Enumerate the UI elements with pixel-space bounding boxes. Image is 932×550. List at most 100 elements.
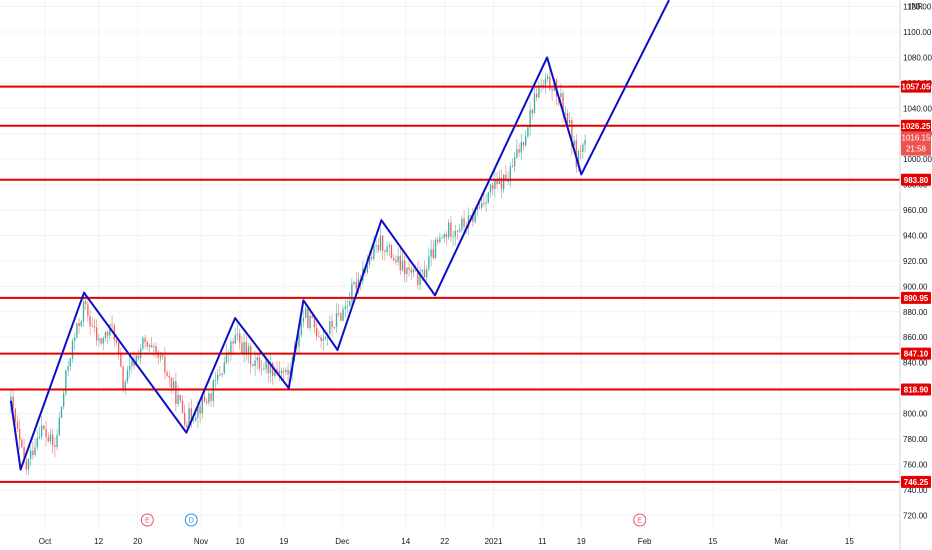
candle-body: [263, 368, 265, 370]
candle-body: [298, 335, 300, 347]
candle-body: [157, 352, 159, 358]
candle-body: [247, 346, 250, 355]
candle-body: [45, 429, 47, 438]
candle-body: [197, 406, 199, 418]
candle-body: [16, 421, 19, 429]
candle-body: [111, 324, 113, 326]
candle-body: [89, 315, 91, 326]
candle-body: [549, 76, 551, 89]
candle-body: [445, 234, 448, 238]
candle-body: [447, 222, 450, 238]
currency-label: INR: [909, 2, 923, 11]
candle-body: [18, 428, 21, 440]
candle-body: [573, 140, 575, 147]
candle-body: [274, 369, 276, 376]
candle-body: [126, 370, 129, 382]
horizontal-levels[interactable]: [0, 85, 900, 483]
candle-body: [102, 337, 104, 344]
candle-body: [194, 417, 197, 421]
level-price-tag-label: 818.90: [904, 385, 929, 394]
candle-body: [544, 78, 547, 86]
candle-body: [331, 321, 333, 328]
zigzag-line[interactable]: [9, 0, 670, 471]
candle-body: [417, 269, 419, 285]
candle-body: [142, 338, 144, 349]
earnings-event-marker[interactable]: E: [140, 513, 154, 527]
time-axis-ticks: Oct 12 20 Nov 10 19 Dec 14 22 2021 11 19 Feb 15 Mar 15: [39, 537, 855, 546]
candle-body: [214, 379, 217, 381]
candle-body: [150, 344, 153, 348]
candle-body: [249, 346, 252, 365]
candle-body: [522, 142, 525, 146]
level-price-tag-label: 983.80: [904, 176, 929, 185]
candle-body: [527, 127, 529, 137]
candle-body: [406, 267, 408, 274]
level-price-tag: [901, 347, 931, 360]
candle-body: [489, 184, 492, 193]
candle-body: [373, 245, 375, 259]
candle-body: [164, 356, 166, 373]
candle-body: [67, 366, 69, 371]
candle-body: [535, 93, 538, 98]
candle-body: [423, 269, 426, 278]
earnings-event-marker[interactable]: E: [633, 513, 647, 527]
candle-body: [282, 370, 285, 372]
level-price-tag: [901, 119, 931, 132]
candle-body: [566, 112, 569, 124]
candle-body: [318, 336, 320, 338]
candle-body: [91, 325, 93, 327]
price-tick-label: 840.00: [903, 359, 928, 368]
candle-body: [40, 425, 43, 437]
time-tick-label: 20: [133, 537, 142, 546]
candle-body: [258, 357, 261, 369]
price-tick-label: 1080.00: [903, 53, 932, 62]
candle-body: [458, 229, 461, 232]
candle-body: [584, 139, 586, 145]
level-price-tag-label: 1057.05: [902, 83, 931, 92]
candle-body: [419, 271, 421, 285]
candle-body: [280, 370, 283, 374]
candle-body: [436, 239, 439, 243]
time-tick-label: Oct: [39, 537, 52, 546]
price-tick-label: 1120.00: [903, 3, 932, 12]
candle-body: [379, 235, 382, 251]
candle-body: [170, 377, 173, 388]
price-tick-label: 780.00: [903, 435, 928, 444]
candle-body: [80, 321, 82, 327]
candle-body: [181, 400, 184, 413]
candle-body: [188, 408, 190, 428]
candle-body: [496, 179, 498, 185]
level-price-tag-label: 890.95: [904, 294, 929, 303]
candle-body: [513, 157, 516, 167]
candle-body: [480, 202, 483, 208]
zigzag-trendline[interactable]: [9, 0, 670, 471]
candle-body: [241, 342, 243, 354]
candle-body: [245, 342, 247, 355]
time-tick-label: Feb: [638, 537, 652, 546]
candle-body: [322, 338, 324, 341]
candle-body: [166, 372, 168, 376]
candle-body: [71, 340, 74, 359]
candle-body: [560, 93, 562, 98]
price-tick-label: 880.00: [903, 308, 928, 317]
candle-body: [177, 395, 179, 404]
candle-body: [491, 184, 494, 189]
dividend-event-marker[interactable]: D: [184, 513, 198, 527]
candle-body: [355, 282, 357, 289]
candle-body: [320, 337, 322, 341]
candle-body: [201, 396, 203, 414]
candle-body: [353, 282, 355, 284]
candle-body: [461, 218, 463, 230]
candle-body: [494, 179, 496, 189]
candle-body: [104, 331, 107, 338]
time-tick-label: 11: [538, 537, 547, 546]
time-tick-label: Nov: [194, 537, 208, 546]
price-tick-label: 920.00: [903, 257, 928, 266]
candle-body: [452, 236, 454, 238]
candle-body: [388, 245, 390, 247]
candle-body: [516, 149, 518, 158]
level-price-tag: [901, 475, 931, 488]
candle-body: [370, 256, 373, 259]
